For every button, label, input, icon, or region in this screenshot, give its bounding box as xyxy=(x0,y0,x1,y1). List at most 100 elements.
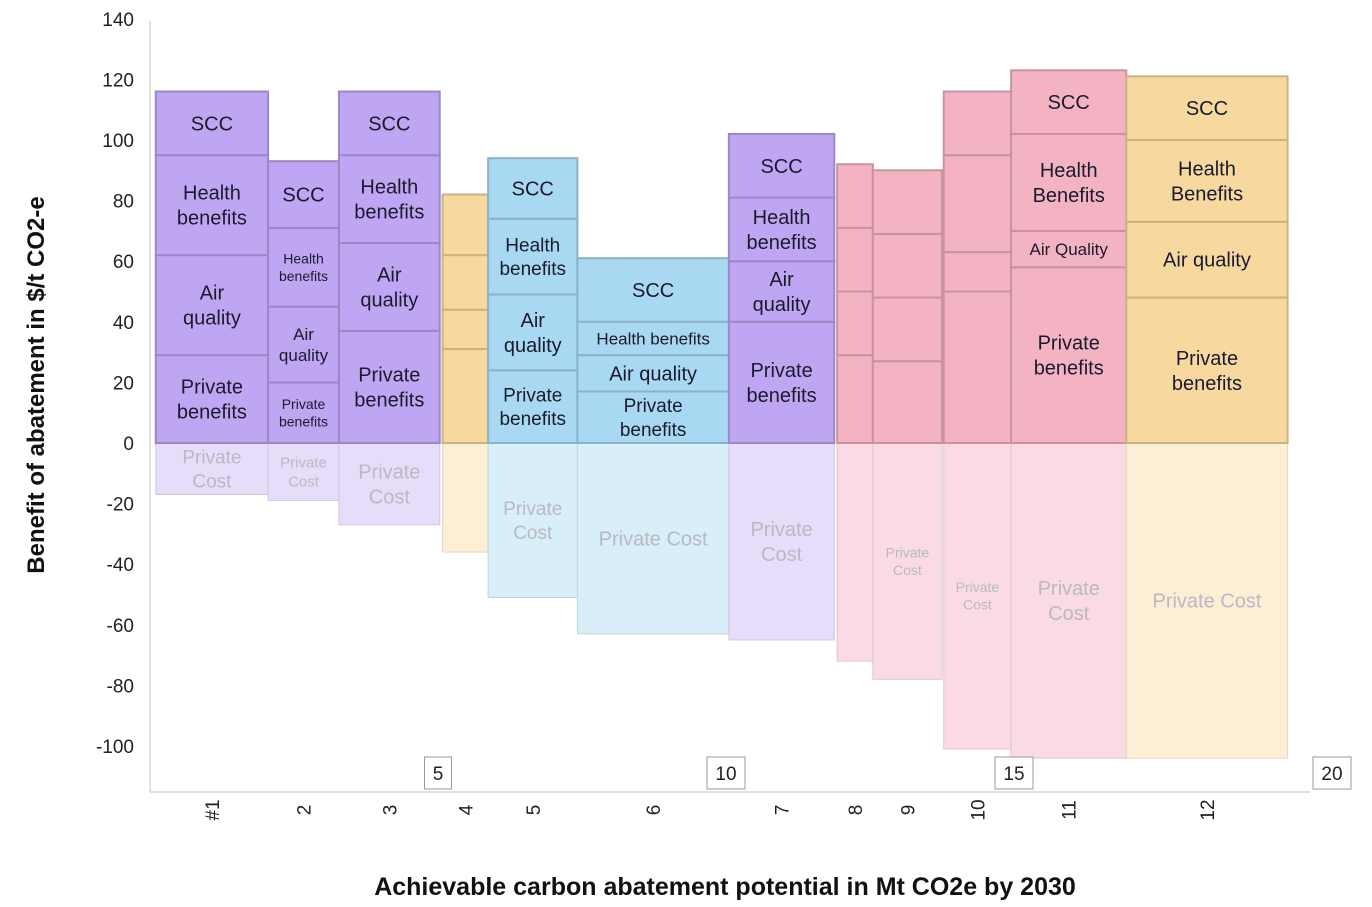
private-cost-label: Private Cost xyxy=(1152,591,1261,613)
bar-segment xyxy=(871,296,944,363)
private-cost-label: Private Cost xyxy=(1038,578,1100,625)
private-cost-label: Private Cost xyxy=(599,528,708,550)
bar-segment xyxy=(487,157,579,220)
x-tick-box xyxy=(994,756,1034,790)
category-label: 4 xyxy=(456,804,477,815)
segment-label: Air quality xyxy=(504,310,562,357)
segment-label: Health benefits xyxy=(279,250,328,284)
y-tick-label: 140 xyxy=(102,10,134,31)
bar-segment xyxy=(441,254,490,311)
y-tick-label: 0 xyxy=(123,434,134,455)
private-cost-label: Private Cost xyxy=(503,499,562,544)
bar-segment xyxy=(267,305,340,384)
bar-segment xyxy=(942,251,1013,293)
segment-label: Health Benefits xyxy=(1171,158,1243,205)
segment-label: SCC xyxy=(1048,92,1090,114)
x-tick-label: 15 xyxy=(1003,764,1024,785)
plot-area: Private Cost Private benefits Air quality Heal… xyxy=(154,69,1289,759)
bar-segment xyxy=(487,217,579,296)
category-label: 3 xyxy=(380,805,401,816)
segment-label: SCC xyxy=(512,178,554,200)
segment-label: Air quality xyxy=(360,264,418,311)
private-cost-label: Private Cost xyxy=(886,544,930,578)
bar-segment xyxy=(871,360,944,444)
category-label: 9 xyxy=(898,805,919,816)
x-tick-label: 10 xyxy=(715,764,736,785)
bar-segment xyxy=(154,254,270,357)
segment-label: Private benefits xyxy=(620,396,687,441)
private-cost-label: Private Cost xyxy=(956,579,1000,613)
bar-segment xyxy=(942,290,1013,444)
bar-segment xyxy=(154,90,270,157)
bar-segment xyxy=(942,90,1013,157)
segment-label: SCC xyxy=(368,113,410,135)
private-cost-bar xyxy=(728,442,835,641)
private-cost-bar xyxy=(338,442,441,526)
bar-segment xyxy=(337,90,441,157)
bar-segment xyxy=(871,232,944,299)
segment-label: Air quality xyxy=(609,363,697,385)
segment-label: Health Benefits xyxy=(1033,160,1105,207)
bar-segment xyxy=(871,169,944,235)
category-label: 12 xyxy=(1198,799,1219,820)
y-tick-label: 20 xyxy=(113,373,134,394)
x-axis-label: Achievable carbon abatement potential in… xyxy=(374,873,1076,901)
private-cost-label: Private Cost xyxy=(280,455,327,491)
private-cost-bar xyxy=(267,442,340,502)
bar-segment xyxy=(727,260,836,323)
segment-label: Private benefits xyxy=(177,377,247,424)
bar-segment xyxy=(154,154,270,257)
segment-label: SCC xyxy=(1186,98,1228,120)
bar-segment xyxy=(337,154,441,245)
y-tick-label: 60 xyxy=(113,252,134,273)
bar-segment xyxy=(836,354,874,445)
segment-label: Health benefits xyxy=(177,183,247,230)
segment-label: Air quality xyxy=(1163,250,1251,272)
segment-label: Health benefits xyxy=(596,329,709,348)
category-label: 5 xyxy=(524,805,545,816)
category-label: 10 xyxy=(968,799,989,820)
x-tick-box xyxy=(424,756,452,790)
segment-label: Private benefits xyxy=(747,360,817,407)
bar-segment xyxy=(1125,75,1289,142)
y-tick-label: 40 xyxy=(113,313,134,334)
bar-segment xyxy=(441,348,490,445)
bar-segment xyxy=(1125,139,1289,223)
bar-segment xyxy=(576,390,730,444)
private-cost-bar xyxy=(943,442,1012,750)
y-tick-label: -40 xyxy=(107,555,134,576)
bar-segment xyxy=(1125,220,1289,299)
x-tick-box xyxy=(706,756,746,790)
segment-label: Private benefits xyxy=(1172,348,1242,395)
axes: 140 120 100 80 60 40 20 0 -20 -40 -60 -80 -100 #1 2 3 4 5… xyxy=(96,10,1352,821)
bar-segment xyxy=(154,354,270,445)
private-cost-bar xyxy=(1010,442,1127,759)
bar-segment xyxy=(727,132,836,199)
segment-label: SCC xyxy=(632,280,674,302)
segment-label: Private benefits xyxy=(354,364,424,411)
bar-segment xyxy=(441,193,490,257)
segment-label: Health benefits xyxy=(499,235,566,280)
y-tick-label: 120 xyxy=(102,70,134,91)
x-tick-label: 5 xyxy=(433,764,444,785)
private-cost-label: Private Cost xyxy=(182,448,241,493)
bar-segment xyxy=(836,290,874,357)
segment-label: Private benefits xyxy=(499,385,566,430)
bar-segment xyxy=(1010,229,1128,269)
bar-segment xyxy=(576,257,730,323)
private-cost-bar xyxy=(1125,442,1289,759)
private-cost-bar xyxy=(487,442,578,599)
private-cost-bar xyxy=(576,442,730,635)
segment-label: Private benefits xyxy=(279,396,328,430)
category-label: #1 xyxy=(203,799,224,820)
y-tick-label: 80 xyxy=(113,192,134,213)
private-cost-bar xyxy=(442,442,489,553)
x-tick-label: 20 xyxy=(1321,764,1342,785)
segment-label: Air Quality xyxy=(1030,240,1109,259)
segment-label: Air quality xyxy=(753,269,811,316)
y-tick-label: -60 xyxy=(107,616,134,637)
bar-segment xyxy=(727,320,836,444)
private-cost-bar xyxy=(872,442,943,680)
segment-label: Health benefits xyxy=(354,177,424,224)
y-tick-label: -20 xyxy=(107,495,134,516)
